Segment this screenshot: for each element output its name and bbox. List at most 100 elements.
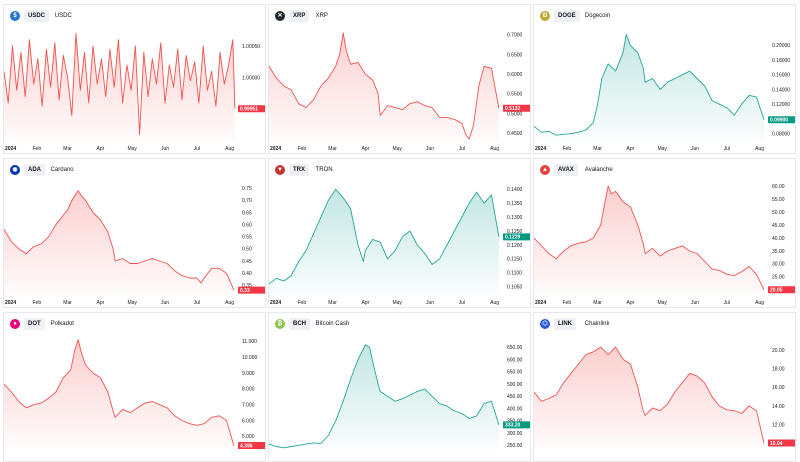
x-tick-label: Jun <box>426 300 434 306</box>
last-price-label: 0.33 <box>240 288 250 294</box>
y-tick-label: 5.000 <box>242 434 255 440</box>
y-tick-label: 300.00 <box>507 431 523 437</box>
price-chart[interactable]: 0.200000.180000.160000.140000.120000.100… <box>534 5 796 154</box>
ticker-badge[interactable]: USDC <box>24 10 50 22</box>
last-price-tag <box>503 104 530 112</box>
coin-name: Cardano <box>50 167 74 173</box>
ticker-badge[interactable]: AVAX <box>554 164 578 176</box>
price-chart[interactable]: 650.00600.00550.00500.00450.00400.00350.… <box>269 313 531 462</box>
y-tick-label: 0.70 <box>242 198 252 204</box>
y-tick-label: 0.1100 <box>507 271 522 277</box>
chart-panel-dot[interactable]: ● DOT Polkadot 11.000 10.000 9.000 8.000 7.000 6… <box>3 312 266 462</box>
panel-header: $ USDC USDC <box>4 5 265 27</box>
ticker-badge[interactable]: DOGE <box>554 10 580 22</box>
y-tick-label: 18.00 <box>772 366 785 372</box>
chart-panel-link[interactable]: ⬡ LINK Chainlink 20.00 18.00 16.00 14.00 12.00 1… <box>533 312 796 462</box>
x-tick-label: Jul <box>724 300 730 306</box>
panel-header: ₿ BCH Bitcoin Cash <box>269 313 530 335</box>
x-tick-label: 2024 <box>270 146 281 152</box>
x-tick-label: May <box>127 300 137 306</box>
price-chart[interactable]: 1.000501.000000.999502024FebMarAprMayJun… <box>4 5 266 154</box>
y-tick-label: 0.08000 <box>772 131 790 137</box>
y-tick-label: 0.60 <box>242 223 252 229</box>
chart-panel-ada[interactable]: ◉ ADA Cardano 0.75 0.70 0.65 0.60 0.55 0.50 0.45 0… <box>3 158 266 308</box>
y-tick-label: 400.00 <box>507 406 523 412</box>
chart-panel-doge[interactable]: Ð DOGE Dogecoin 0.20000 0.18000 0.16000 0.1400… <box>533 4 796 154</box>
price-chart[interactable]: 0.75 0.70 0.65 0.60 0.55 0.50 0.45 0.40 0.35 2024… <box>4 159 266 308</box>
series-area <box>4 339 234 449</box>
price-chart[interactable]: 11.000 10.000 9.000 8.000 7.000 6.000 5.000 4.3… <box>4 313 266 462</box>
y-tick-label: 0.1400 <box>507 187 523 193</box>
y-tick-label: 20.00 <box>772 348 785 354</box>
y-tick-label: 0.5000 <box>507 111 523 117</box>
x-tick-label: Jun <box>161 300 169 306</box>
y-tick-label: 600.00 <box>507 357 523 363</box>
ticker-badge[interactable]: LINK <box>554 318 576 330</box>
ticker-badge[interactable]: TRX <box>289 164 309 176</box>
x-tick-label: Aug <box>755 146 764 152</box>
chart-panel-trx[interactable]: ▼ TRX TRON 0.1400 0.1350 0.1300 0.1250 0.1200 0.… <box>268 158 531 308</box>
x-tick-label: Jun <box>691 146 699 152</box>
y-tick-label: 0.12000 <box>772 102 790 108</box>
y-tick-label: 0.6000 <box>507 72 523 78</box>
ticker-badge[interactable]: ADA <box>24 164 45 176</box>
series-line <box>4 32 236 136</box>
y-tick-label: 10.000 <box>242 355 258 361</box>
y-tick-label: 9.000 <box>242 371 255 377</box>
price-chart[interactable]: 0.1400 0.1350 0.1300 0.1250 0.1200 0.1150 0.11… <box>269 159 531 308</box>
y-tick-label: 0.20000 <box>772 43 790 49</box>
y-tick-label: 0.1050 <box>507 285 523 291</box>
y-tick-label: 0.4500 <box>507 131 523 137</box>
y-tick-label: 0.6500 <box>507 52 523 58</box>
x-tick-label: Apr <box>362 300 370 306</box>
chart-panel-usdc[interactable]: $USDCUSDC1.000501.000000.999502024FebMar… <box>3 4 266 154</box>
x-tick-label: Apr <box>97 300 105 306</box>
dot-icon: ● <box>10 319 20 329</box>
x-tick-label: May <box>392 300 402 306</box>
chart-panel-bch[interactable]: ₿ BCH Bitcoin Cash 650.00 600.00 550.00 500.00… <box>268 312 531 462</box>
x-tick-label: 2024 <box>270 300 281 306</box>
coin-name: USDC <box>54 13 72 19</box>
panel-header: ● DOT Polkadot <box>4 313 265 335</box>
bch-icon: ₿ <box>275 319 285 329</box>
coin-name: Avalanche <box>584 167 613 173</box>
x-tick-label: Jun <box>161 146 169 152</box>
panel-header: ◉ ADA Cardano <box>4 159 265 181</box>
tron-icon: ▼ <box>275 165 285 175</box>
y-tick-label: 0.1150 <box>507 257 522 263</box>
price-chart[interactable]: 0.7000 0.6500 0.6000 0.5500 0.5000 0.4500 2024… <box>269 5 531 154</box>
x-tick-label: Feb <box>32 146 41 152</box>
x-tick-label: Feb <box>562 300 571 306</box>
coin-name: TRON <box>315 167 333 173</box>
y-tick-label: 0.14000 <box>772 87 790 93</box>
series-area <box>534 186 764 295</box>
series-line <box>269 32 500 140</box>
series-area <box>534 347 764 449</box>
x-tick-label: Mar <box>328 146 337 152</box>
chart-panel-xrp[interactable]: ✕ XRP XRP 0.7000 0.6500 0.6000 0.5500 0.5000 0.4… <box>268 4 531 154</box>
price-chart[interactable]: 60.00 55.00 50.00 45.00 40.00 35.00 30.00 25.00… <box>534 159 796 308</box>
avax-icon: ▲ <box>540 165 550 175</box>
ticker-badge[interactable]: XRP <box>289 10 310 22</box>
y-tick-label: 11.000 <box>242 339 257 345</box>
x-tick-label: May <box>392 146 402 152</box>
ticker-badge[interactable]: BCH <box>289 318 310 330</box>
series-line <box>534 346 765 444</box>
y-tick-label: 14.00 <box>772 404 785 410</box>
last-price-label: 0.09900 <box>770 118 788 124</box>
y-tick-label: 550.00 <box>507 370 523 376</box>
y-tick-label: 450.00 <box>507 394 523 400</box>
series-line <box>534 33 765 136</box>
y-tick-label: 0.1200 <box>507 243 523 249</box>
last-price-label: 4.396 <box>240 443 253 449</box>
x-tick-label: Feb <box>562 146 571 152</box>
coin-name: Polkadot <box>50 321 74 327</box>
series-area <box>534 34 764 141</box>
y-tick-label: 0.75 <box>242 186 252 192</box>
ticker-badge[interactable]: DOT <box>24 318 45 330</box>
chart-panel-avax[interactable]: ▲ AVAX Avalanche 60.00 55.00 50.00 45.00 40.00 3… <box>533 158 796 308</box>
coin-name: Bitcoin Cash <box>315 321 350 327</box>
x-tick-label: Jul <box>194 300 200 306</box>
x-tick-label: Apr <box>627 300 635 306</box>
price-chart[interactable]: 20.00 18.00 16.00 14.00 12.00 10.04 <box>534 313 796 462</box>
